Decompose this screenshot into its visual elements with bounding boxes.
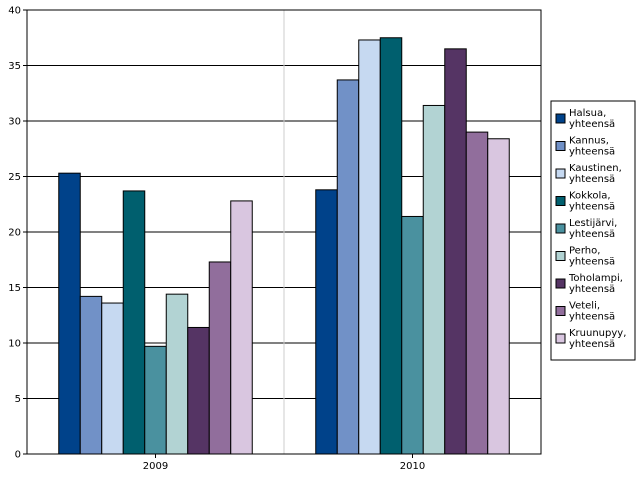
bar-2010-8 [487,138,510,455]
x-tick-label-2009: 2009 [143,461,168,472]
legend-item: Halsua, yhteensä [555,108,615,130]
y-tick-label: 5 [15,394,21,405]
legend-item: Kannus, yhteensä [555,136,615,158]
legend-item: Perho, yhteensä [555,246,615,268]
y-tick-label: 25 [8,172,21,183]
bar-2010-7 [465,131,489,455]
legend-item: Lestijärvi, yhteensä [555,218,617,240]
legend-swatch [555,333,566,344]
bar-2009-4 [144,345,167,455]
bar-2009-0 [58,172,81,455]
legend-swatch [555,168,566,179]
legend-swatch [555,223,566,234]
legend-item: Toholampi, yhteensä [555,273,623,295]
y-axis: 0 5 10 15 20 25 30 35 40 [8,6,27,461]
bar-2010-3 [379,37,403,455]
bar-2010-6 [444,48,467,455]
bar-2009-5 [165,293,189,455]
bar-2009-2 [101,302,124,455]
legend-label: Halsua, yhteensä [569,108,615,130]
y-tick-label: 10 [8,339,21,350]
y-tick-label: 30 [8,117,21,128]
legend-label: Kannus, yhteensä [569,136,615,158]
bar-2010-1 [336,79,360,455]
y-tick-label: 20 [8,228,21,239]
legend-item: Kokkola, yhteensä [555,191,615,213]
legend-label: Veteli, yhteensä [569,301,615,323]
y-tick-label: 15 [8,283,21,294]
legend-item: Kruunupyy, yhteensä [555,328,626,350]
y-tick-label: 35 [8,61,21,72]
bar-2010-4 [401,215,424,455]
x-tick-label-2010: 2010 [400,461,425,472]
legend-swatch [555,278,566,289]
bar-2010-0 [315,189,338,455]
legend-swatch [555,251,566,261]
y-tick-label: 40 [8,6,21,17]
bar-2009-8 [230,200,253,455]
legend-label: Perho, yhteensä [569,246,615,268]
legend-label: Kokkola, yhteensä [569,191,615,213]
bar-2009-1 [79,295,103,455]
legend-swatch [555,196,566,206]
legend-swatch [555,306,566,316]
bar-2010-5 [422,104,446,455]
legend-swatch [555,141,566,151]
legend-label: Toholampi, yhteensä [568,273,623,295]
legend-label: Kaustinen, yhteensä [569,163,622,185]
bar-2009-3 [122,190,146,455]
legend-label: Lestijärvi, yhteensä [569,218,617,240]
y-tick-label: 0 [15,450,21,461]
bar-2009-6 [187,326,210,455]
x-axis: 2009 2010 [143,454,425,472]
legend-swatch [555,113,566,124]
bar-2009-7 [208,261,232,455]
legend-item: Kaustinen, yhteensä [555,163,622,185]
legend-item: Veteli, yhteensä [555,301,615,323]
bar-2010-2 [358,39,381,455]
legend-label: Kruunupyy, yhteensä [569,328,626,350]
legend: Halsua, yhteensä Kannus, yhteensä Kaustinen,… [550,100,636,361]
